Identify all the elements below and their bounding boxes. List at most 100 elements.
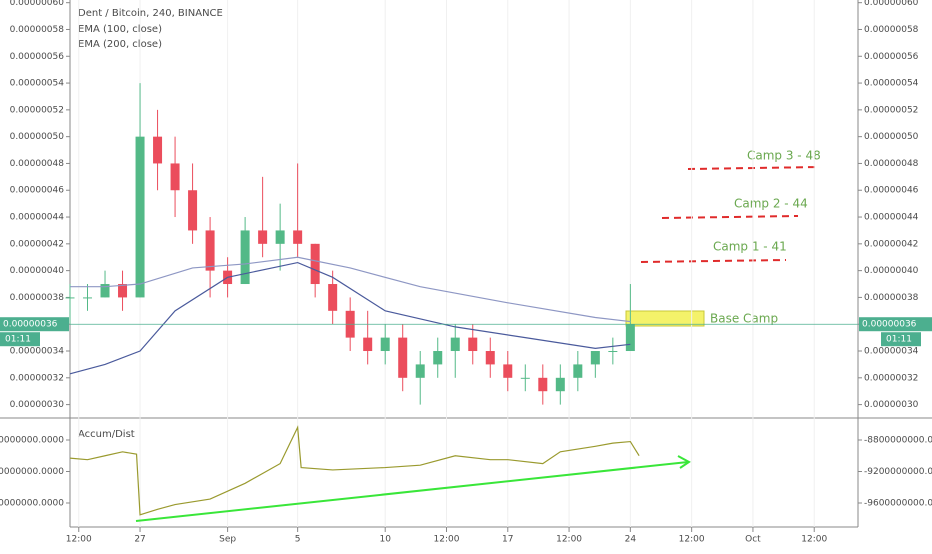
y-tick-label: 0.00000032	[10, 373, 64, 383]
y-tick-label-right: 0.00000052	[864, 105, 918, 115]
chart-title: Dent / Bitcoin, 240, BINANCE	[78, 8, 223, 19]
y-tick-label-right: 0.00000034	[864, 347, 919, 357]
trend-line	[135, 461, 689, 522]
camp3-label: Camp 3 - 48	[747, 149, 821, 163]
last-price-label: 0.00000036	[862, 320, 917, 330]
candle-body	[503, 364, 513, 378]
y-tick-label: -8800000000.0000	[0, 435, 64, 445]
countdown-label: 01:11	[886, 335, 912, 345]
candle-body	[100, 284, 110, 298]
y-tick-label-right: -9200000000.0000	[864, 467, 932, 477]
ad-title: Accum/Dist	[78, 429, 135, 440]
candle-body	[293, 230, 303, 244]
y-tick-label: 0.00000060	[10, 0, 65, 8]
candle-body	[328, 284, 338, 311]
countdown-label: 01:11	[5, 335, 31, 345]
y-tick-label: 0.00000052	[10, 105, 64, 115]
candle-body	[363, 337, 373, 352]
last-price-box	[0, 317, 69, 332]
series-line	[69, 261, 631, 375]
candle-body	[433, 351, 443, 365]
y-tick-label: 0.00000034	[10, 347, 65, 357]
candle-body	[573, 364, 583, 378]
y-tick-label: 0.00000040	[10, 266, 65, 276]
y-tick-label-right: -8800000000.0000	[864, 435, 932, 445]
y-tick-label: -9600000000.0000	[0, 498, 64, 508]
candle-body	[485, 351, 495, 365]
x-tick-label: 10	[379, 535, 391, 545]
x-tick-label: 12:00	[556, 535, 582, 545]
candle-body	[275, 230, 285, 244]
y-tick-label-right: 0.00000042	[864, 239, 918, 249]
y-tick-label: -9200000000.0000	[0, 467, 64, 477]
y-tick-label-right: 0.00000050	[864, 132, 919, 142]
candle-body	[555, 377, 565, 392]
y-tick-label: 0.00000038	[10, 293, 65, 303]
y-tick-label-right: 0.00000032	[864, 373, 918, 383]
y-tick-label-right: 0.00000058	[864, 25, 919, 35]
countdown-box	[0, 332, 40, 347]
camp1-line	[640, 259, 787, 263]
candle-body	[310, 243, 320, 285]
x-tick-label: 12:00	[66, 535, 92, 545]
x-tick-label: 17	[502, 535, 513, 545]
base-camp-label: Base Camp	[710, 312, 778, 326]
last-price-label: 0.00000036	[3, 320, 58, 330]
x-tick-label: 27	[134, 535, 145, 545]
camp2-label: Camp 2 - 44	[734, 197, 808, 211]
x-tick-label: 24	[625, 535, 637, 545]
candle-body	[415, 364, 425, 378]
candle-body	[65, 297, 75, 299]
candle-body	[118, 284, 128, 298]
candle-body	[83, 297, 93, 299]
candle-body	[590, 351, 600, 365]
y-tick-label-right: -9600000000.0000	[864, 498, 932, 508]
candle-body	[538, 377, 548, 392]
y-tick-label-right: 0.00000048	[864, 159, 919, 169]
trend-arrow	[677, 455, 691, 469]
candle-body	[608, 351, 618, 353]
candle-body	[258, 230, 268, 244]
y-tick-label: 0.00000030	[10, 400, 65, 410]
legend-ema100: EMA (100, close)	[78, 24, 162, 35]
candle-body	[188, 190, 198, 231]
series-line	[70, 256, 631, 323]
x-tick-label: 12:00	[434, 535, 460, 545]
camp1-label: Camp 1 - 41	[713, 240, 787, 254]
candle-body	[625, 324, 635, 352]
y-tick-label: 0.00000048	[10, 159, 65, 169]
y-tick-label: 0.00000056	[10, 52, 65, 62]
y-tick-label: 0.00000054	[10, 79, 65, 89]
camp3-line	[687, 166, 821, 170]
candle-body	[450, 337, 460, 352]
candle-body	[170, 163, 180, 191]
candle-body	[240, 230, 250, 285]
candle-body	[380, 337, 390, 352]
y-tick-label: 0.00000044	[10, 213, 65, 223]
candle-body	[468, 337, 478, 352]
y-tick-label-right: 0.00000056	[864, 52, 919, 62]
x-tick-label: 12:00	[679, 535, 705, 545]
candle-body	[398, 337, 408, 378]
candle-body	[153, 136, 163, 164]
base-camp-box	[625, 310, 705, 327]
candle-body	[205, 230, 215, 271]
countdown-box	[881, 332, 921, 347]
legend-ema200: EMA (200, close)	[78, 39, 162, 50]
y-tick-label-right: 0.00000046	[864, 186, 919, 196]
y-tick-label-right: 0.00000038	[864, 293, 919, 303]
series-line	[69, 425, 640, 516]
y-tick-label: 0.00000050	[10, 132, 65, 142]
x-tick-label: Sep	[219, 535, 236, 545]
last-price-box	[859, 317, 932, 332]
y-tick-label-right: 0.00000060	[864, 0, 919, 8]
y-tick-label: 0.00000058	[10, 25, 65, 35]
y-tick-label: 0.00000042	[10, 239, 64, 249]
y-tick-label: 0.00000046	[10, 186, 65, 196]
y-tick-label-right: 0.00000054	[864, 79, 919, 89]
x-tick-label: 12:00	[801, 535, 827, 545]
candle-body	[520, 377, 530, 379]
y-tick-label-right: 0.00000044	[864, 213, 919, 223]
camp2-line	[661, 215, 799, 219]
